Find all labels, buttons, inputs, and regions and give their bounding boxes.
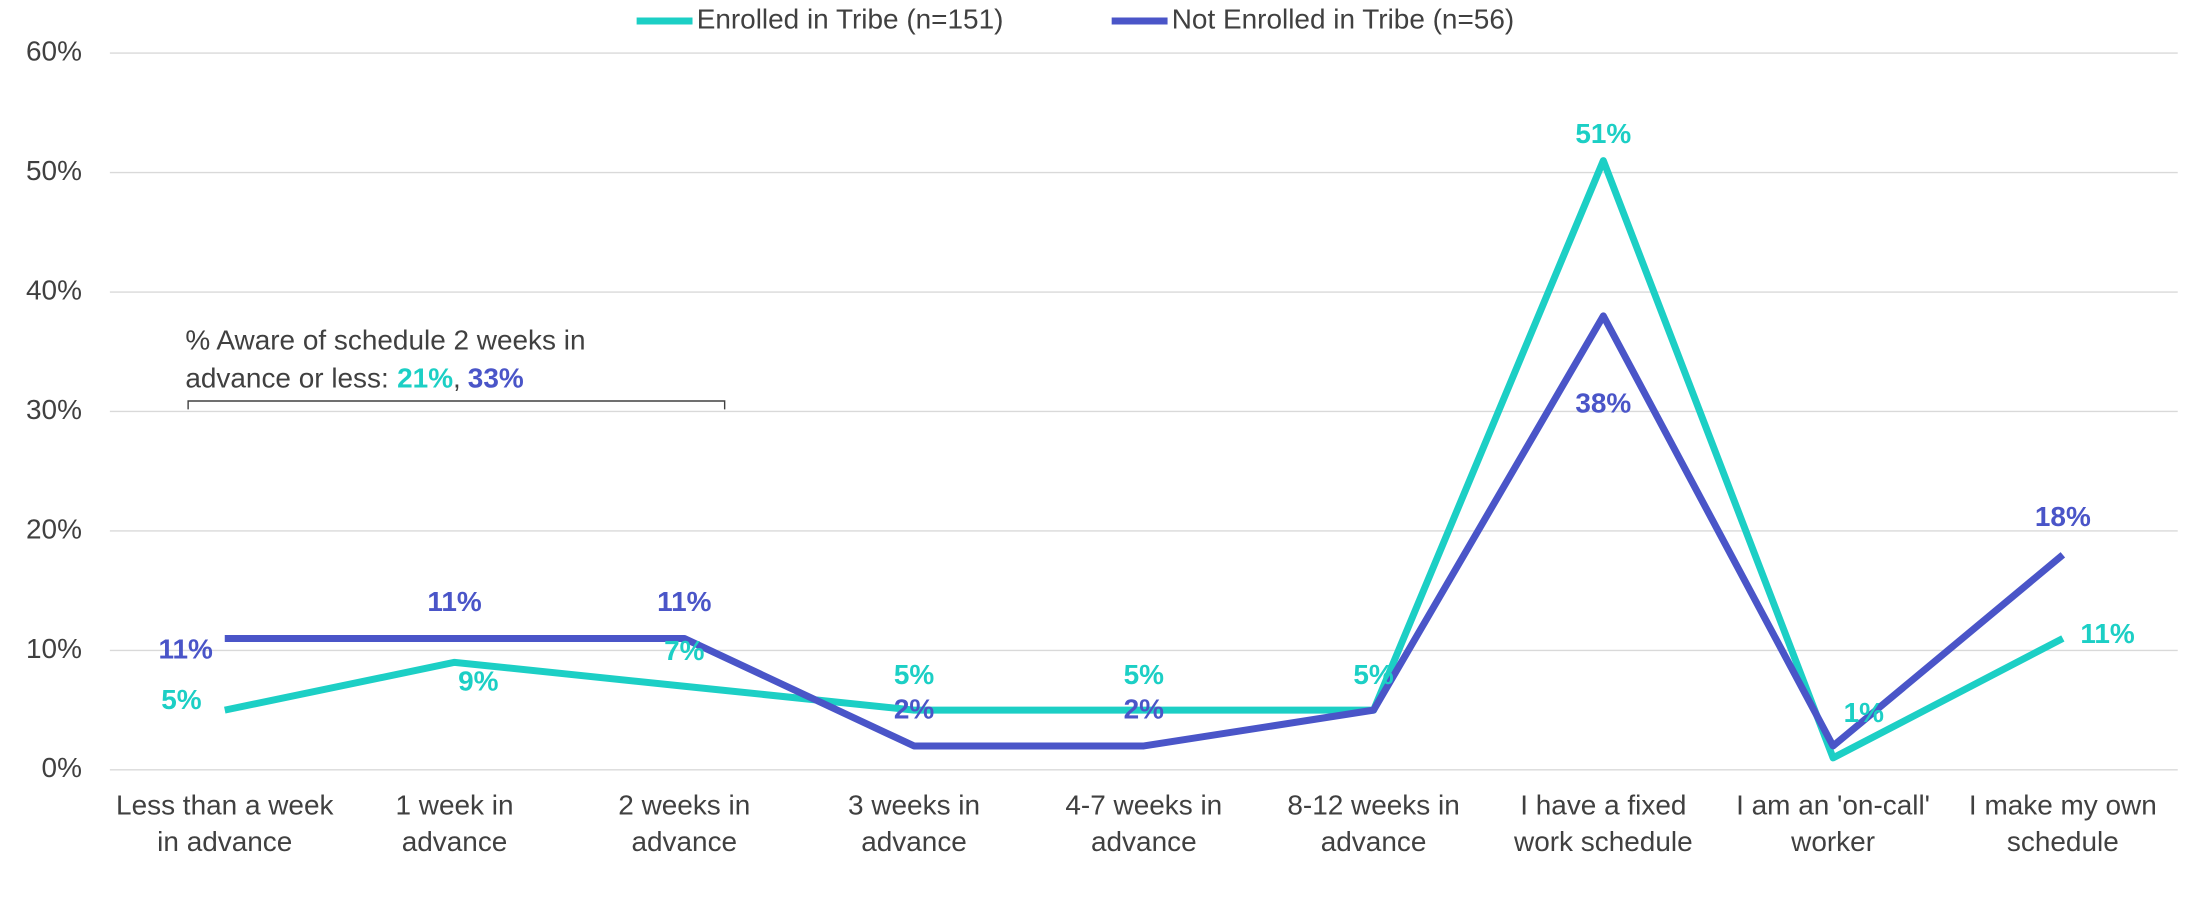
x-tick-label: 8-12 weeks in advance [1287, 790, 1459, 857]
x-tick-label: I make my own schedule [1969, 790, 2157, 857]
data-label: 7% [664, 635, 705, 666]
data-label: 5% [1124, 659, 1165, 690]
annotation-value: 33% [468, 362, 524, 393]
data-label: 5% [161, 684, 202, 715]
annotation-text: advance or less: [185, 362, 388, 393]
annotation-bracket [187, 400, 726, 410]
x-tick-label: Less than a week in advance [116, 790, 334, 857]
data-label: 1% [1844, 697, 1885, 728]
y-tick-label: 30% [26, 394, 82, 425]
x-tick-label: 2 weeks in advance [618, 790, 750, 857]
x-tick-label: I am an 'on-call' worker [1736, 790, 1930, 857]
series-line [224, 312, 2066, 750]
y-tick-label: 50% [26, 155, 82, 186]
x-tick-label: 4-7 weeks in advance [1065, 790, 1222, 857]
data-label: 11% [2080, 618, 2135, 649]
series-line [224, 157, 2065, 762]
data-label: 5% [894, 659, 935, 690]
annotation-text: % Aware of schedule 2 weeks in [185, 325, 585, 356]
data-label: 38% [1575, 388, 1631, 419]
data-label: 9% [458, 666, 499, 697]
y-tick-label: 40% [26, 274, 82, 305]
x-tick-label: 1 week in advance [396, 790, 514, 857]
y-tick-label: 0% [42, 752, 82, 783]
data-label: 11% [427, 586, 482, 617]
y-tick-label: 10% [26, 633, 82, 664]
data-label: 11% [657, 586, 712, 617]
data-label: 2% [1124, 693, 1165, 724]
data-label: 11% [158, 633, 213, 664]
y-tick-label: 60% [26, 35, 82, 66]
annotation-value: 21% [397, 362, 453, 393]
x-tick-label: 3 weeks in advance [848, 790, 980, 857]
data-label: 5% [1353, 659, 1394, 690]
annotation-separator: , [453, 362, 461, 393]
data-label: 51% [1575, 118, 1631, 149]
data-label: 2% [894, 693, 935, 724]
legend-label: Not Enrolled in Tribe (n=56) [1172, 3, 1514, 34]
y-tick-label: 20% [26, 513, 82, 544]
x-tick-label: I have a fixed work schedule [1513, 790, 1693, 857]
legend-label: Enrolled in Tribe (n=151) [697, 3, 1004, 34]
data-label: 18% [2035, 501, 2091, 532]
